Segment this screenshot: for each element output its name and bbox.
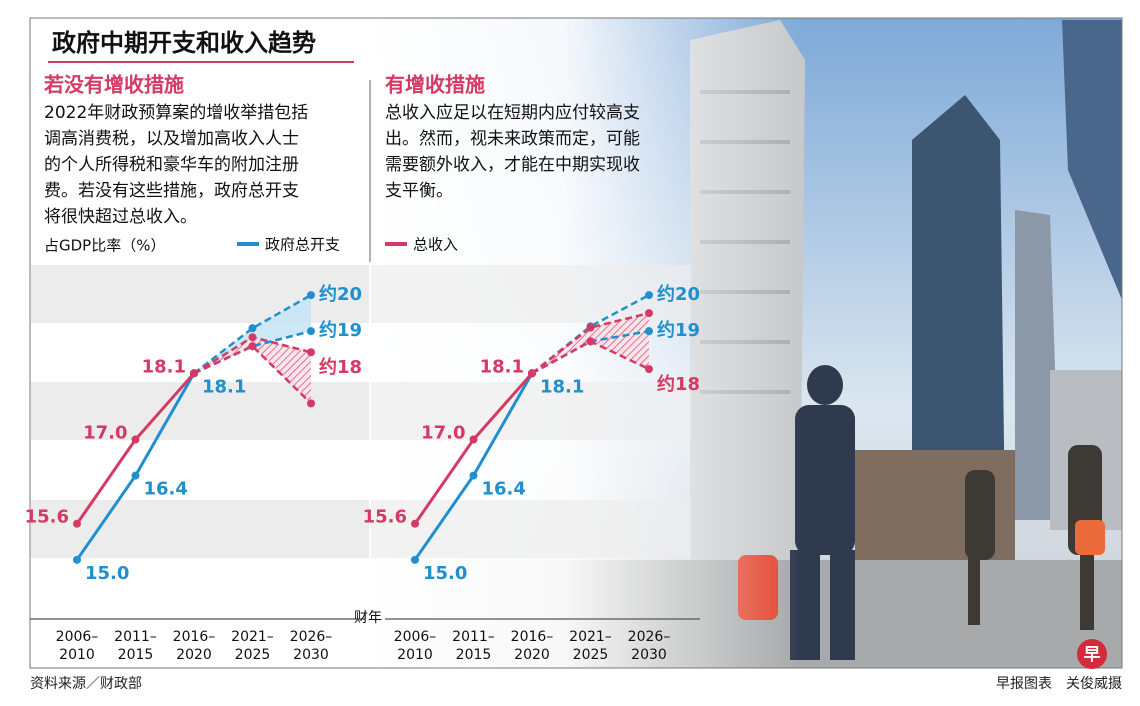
value-label: 约19 (319, 319, 362, 341)
value-label: 15.0 (423, 563, 467, 584)
paragraph-line: 的个人所得税和豪华车的附加注册 (44, 154, 299, 175)
x-tick-label: 2016– (511, 629, 554, 645)
x-tick-label: 2025 (573, 647, 609, 663)
point (645, 365, 653, 374)
point (586, 337, 595, 346)
frame (29, 17, 1123, 669)
logo-text: 早 (1084, 645, 1101, 665)
range-area (194, 337, 311, 404)
stripes (31, 265, 691, 558)
value-label: 约20 (657, 283, 700, 305)
value-label: 16.4 (482, 479, 526, 500)
paragraph-line: 将很快超过总收入。 (44, 207, 197, 227)
point (645, 291, 653, 300)
value-label: 15.6 (363, 507, 407, 528)
x-tick-label: 2030 (631, 647, 667, 663)
value-label: 18.1 (480, 356, 524, 377)
projection-line (193, 293, 312, 375)
photo (370, 18, 1122, 668)
point (307, 327, 315, 336)
title: 政府中期开支和收入趋势 (52, 29, 316, 57)
value-label: 17.0 (421, 422, 465, 443)
paragraph-line: 调高消费税，以及增加高收入人士 (44, 129, 299, 149)
point (586, 323, 595, 332)
x-tick-label: 2011– (452, 629, 495, 645)
value-label: 16.4 (144, 479, 188, 500)
point (645, 327, 653, 336)
x-tick-label: 2006– (394, 629, 437, 645)
x-tick-label: 2010 (397, 647, 433, 663)
x-tick-label: 2021– (231, 629, 274, 645)
legend-label: 政府总开支 (265, 236, 340, 254)
point (645, 309, 653, 318)
x-tick-label: 2011– (114, 629, 157, 645)
x-tick-label: 2015 (456, 647, 492, 663)
value-label: 15.6 (25, 507, 69, 528)
value-label: 约19 (657, 319, 700, 341)
point (307, 291, 315, 300)
projection-line (193, 329, 312, 375)
point (307, 348, 315, 357)
x-tick-label: 2030 (293, 647, 329, 663)
value-label: 18.1 (142, 356, 186, 377)
paragraph-line: 需要额外收入，才能在中期实现收 (385, 155, 640, 175)
value-label: 18.1 (202, 376, 246, 397)
point (190, 369, 198, 378)
point (131, 471, 140, 480)
x-tick-label: 2015 (118, 647, 154, 663)
projection-line (531, 311, 650, 375)
x-tick-label: 2026– (628, 629, 671, 645)
paragraph-line: 出。然而，视未来政策而定，可能 (385, 129, 640, 149)
value-label: 15.0 (85, 563, 129, 584)
title-box (48, 26, 354, 62)
paragraph-line: 总收入应足以在短期内应付较高支 (385, 103, 640, 123)
point (469, 471, 478, 480)
point (307, 399, 315, 408)
range-area (532, 313, 649, 374)
value-label: 18.1 (540, 376, 584, 397)
point (248, 324, 257, 333)
point (469, 435, 478, 444)
point (73, 555, 81, 564)
x-tick-label: 2020 (514, 647, 550, 663)
value-label: 约18 (319, 356, 362, 378)
point (248, 342, 257, 351)
x-tick-label: 2016– (173, 629, 216, 645)
value-label: 约18 (657, 373, 700, 395)
credit: 早报图表 关俊威摄 (996, 676, 1122, 692)
legend-label: 总收入 (413, 236, 458, 254)
source: 资料来源／财政部 (30, 676, 142, 692)
logo (1077, 639, 1107, 669)
value-label: 约20 (319, 283, 362, 305)
x-tick-label: 2006– (56, 629, 99, 645)
x-tick-label: 2020 (176, 647, 212, 663)
paragraph-line: 2022年财政预算案的增收举措包括 (44, 103, 308, 123)
x-tick-label: 2025 (235, 647, 271, 663)
heading: 若没有增收措施 (43, 73, 184, 97)
point (528, 369, 536, 378)
point (131, 435, 140, 444)
x-tick-label: 2026– (290, 629, 333, 645)
point (411, 519, 419, 528)
paragraph-line: 支平衡。 (385, 181, 453, 201)
y-axis-label: 占GDP比率（%） (44, 237, 165, 255)
paragraph-line: 费。若没有这些措施，政府总开支 (44, 181, 299, 201)
point (411, 555, 419, 564)
x-axis-label: 财年 (354, 610, 382, 626)
point (248, 333, 257, 342)
x-tick-label: 2021– (569, 629, 612, 645)
x-tick-label: 2010 (59, 647, 95, 663)
heading: 有增收措施 (385, 73, 485, 97)
point (73, 519, 81, 528)
value-label: 17.0 (83, 422, 127, 443)
